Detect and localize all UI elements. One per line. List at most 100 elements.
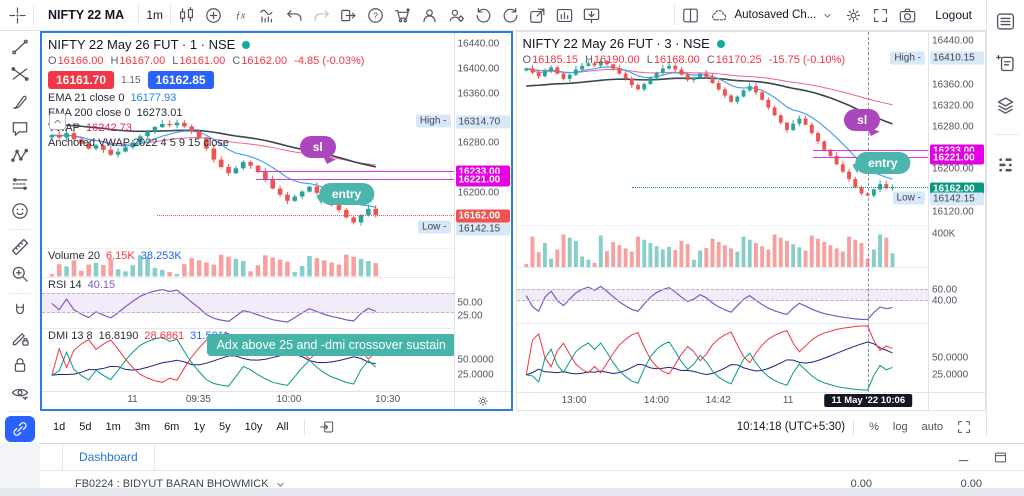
- price-axis-label: 16221.00: [455, 173, 510, 187]
- rotate-ccw-icon: [476, 7, 491, 23]
- last-price-line: [631, 187, 928, 189]
- fullscreen-button[interactable]: [867, 2, 894, 28]
- range-5y-button[interactable]: 5y: [212, 417, 238, 437]
- range-1m-button[interactable]: 1m: [99, 417, 128, 437]
- minimize-panel-button[interactable]: [950, 448, 977, 467]
- sidebar-menu-list-button[interactable]: [991, 6, 1021, 36]
- add-circle-icon: [206, 7, 221, 23]
- drawing-tool-fib-tool-button[interactable]: [5, 61, 35, 87]
- sidebar-layers-button[interactable]: [991, 90, 1021, 120]
- interval-button[interactable]: 1m: [141, 2, 168, 28]
- drawing-tool-lock-button[interactable]: [5, 352, 35, 378]
- percent-scale-button[interactable]: %: [862, 417, 886, 437]
- time-ticks[interactable]: 11 09:35 10:00 10:30: [42, 392, 454, 409]
- toolbar-add-circle-button[interactable]: [200, 2, 227, 28]
- toolbar-template-button[interactable]: [254, 2, 281, 28]
- toolbar-help-button[interactable]: ?: [362, 2, 389, 28]
- drawing-tool-zoom-in-button[interactable]: [5, 261, 35, 287]
- divider: [674, 5, 676, 25]
- toolbar-cart-button[interactable]: [389, 2, 416, 28]
- range-3m-button[interactable]: 3m: [128, 417, 157, 437]
- auto-scale-button[interactable]: auto: [915, 417, 950, 437]
- range-10y-button[interactable]: 10y: [238, 417, 270, 437]
- snapshot-camera-button[interactable]: [894, 2, 921, 28]
- toolbar-fx-button[interactable]: ƒx: [227, 2, 254, 28]
- crosshair-tool-button[interactable]: [4, 2, 31, 28]
- lock-icon: [14, 358, 26, 373]
- ohlc-number: 16168.00: [653, 54, 700, 66]
- toolbar-redo-button[interactable]: [308, 2, 335, 28]
- toolbar-undo-button[interactable]: [281, 2, 308, 28]
- crosshair-time-tooltip: 11 May '22 10:06: [824, 394, 913, 407]
- scroll-left-button[interactable]: [49, 112, 66, 130]
- toolbar-user-button[interactable]: [416, 2, 443, 28]
- toolbar-rotate-cw-button[interactable]: [497, 2, 524, 28]
- symbol-search-button[interactable]: NIFTY 22 MA: [36, 8, 136, 22]
- time-ticks[interactable]: 13:00 14:00 14:42 11 11 May '22 10:06: [517, 393, 929, 410]
- undo-icon: [287, 9, 302, 21]
- drawing-tool-position-tool-button[interactable]: [5, 170, 35, 196]
- indicator-label: EMA 200 close 0: [48, 107, 131, 119]
- drawing-tool-link-button[interactable]: [5, 415, 35, 443]
- toolbar-candles-button[interactable]: [173, 2, 200, 28]
- maximize-chart-button[interactable]: [950, 417, 978, 437]
- indicator-legend[interactable]: EMA 200 close 0 16273.01: [48, 107, 364, 119]
- toolbar-stats-panel-button[interactable]: [551, 2, 578, 28]
- strategy-note[interactable]: Adx above 25 and -dmi crossover sustain: [206, 334, 454, 357]
- range-5d-button[interactable]: 5d: [72, 417, 98, 437]
- sidebar-data-grid-button[interactable]: [991, 149, 1021, 179]
- rsi-legend[interactable]: RSI 14 40.15: [48, 279, 115, 291]
- toolbar-rotate-ccw-button[interactable]: [470, 2, 497, 28]
- toolbar-external-link-button[interactable]: [524, 2, 551, 28]
- log-scale-button[interactable]: log: [886, 417, 915, 437]
- range-1d-button[interactable]: 1d: [46, 417, 72, 437]
- drawing-tool-brush-button[interactable]: [5, 89, 35, 115]
- indicator-legend[interactable]: EMA 21 close 0 16177.93: [48, 92, 364, 104]
- tab-dashboard[interactable]: Dashboard: [62, 444, 155, 470]
- drawing-tool-ruler-button[interactable]: [5, 234, 35, 260]
- range-All-button[interactable]: All: [269, 417, 295, 437]
- range-6m-button[interactable]: 6m: [157, 417, 186, 437]
- drawing-tool-trend-line-button[interactable]: [5, 34, 35, 60]
- sidebar-note-add-button[interactable]: [991, 48, 1021, 78]
- template-icon: [260, 9, 273, 22]
- price-axis: 16440.00 16410.15 16360.00 16320.00 16280.00…: [928, 32, 985, 392]
- chart-settings-button[interactable]: [840, 2, 867, 28]
- drawing-tool-magnet-button[interactable]: [5, 298, 35, 324]
- range-1y-button[interactable]: 1y: [186, 417, 212, 437]
- autosave-menu[interactable]: Autosaved Ch...: [704, 6, 840, 25]
- target-price-line: [812, 150, 928, 152]
- drawing-tool-xabcd-button[interactable]: [5, 143, 35, 169]
- goto-date-button[interactable]: [313, 417, 341, 437]
- chart-title[interactable]: NIFTY 22 May 26 FUT · 1 · NSE: [48, 37, 364, 52]
- price-axis-label: 16142.15: [930, 192, 984, 206]
- layout-select-button[interactable]: [677, 2, 704, 28]
- volume-legend[interactable]: Volume 20 6.15K 38.253K: [48, 250, 182, 262]
- chart-title[interactable]: NIFTY 22 May 26 FUT · 3 · NSE: [523, 36, 846, 51]
- entry-marker[interactable]: entry: [318, 183, 375, 206]
- minimize-icon: [958, 459, 969, 461]
- indicator-legend[interactable]: Anchored VWAP 2022 4 5 9 15 close: [48, 137, 364, 149]
- drawing-tool-comment-button[interactable]: [5, 116, 35, 142]
- sl-marker[interactable]: sl: [844, 108, 881, 131]
- clock-label[interactable]: 10:14:18 (UTC+5:30): [736, 421, 846, 433]
- entry-marker[interactable]: entry: [855, 152, 911, 175]
- restore-panel-button[interactable]: [987, 448, 1014, 467]
- time-axis-settings[interactable]: [453, 392, 511, 409]
- toolbar-screen-share-button[interactable]: [578, 2, 605, 28]
- sl-marker[interactable]: sl: [299, 136, 336, 159]
- toolbar-export-button[interactable]: [335, 2, 362, 28]
- spread-value: 1.15: [121, 74, 141, 86]
- drawing-tool-draw-lock-button[interactable]: [5, 325, 35, 351]
- time-tick-label: 14:00: [643, 395, 669, 406]
- dashboard-header: Dashboard: [40, 444, 1024, 471]
- drawing-tool-emoji-button[interactable]: [5, 198, 35, 224]
- account-selector[interactable]: FB0224 : BIDYUT BARAN BHOWMICK: [75, 478, 287, 491]
- logout-button[interactable]: Logout: [921, 8, 986, 22]
- indicator-legend[interactable]: VWAP16242.73: [48, 122, 364, 134]
- toolbar-user-gear-button[interactable]: [443, 2, 470, 28]
- ohlc-number: 16166.00: [57, 55, 104, 67]
- drawing-tool-eye-hide-button[interactable]: [5, 380, 35, 406]
- goto-date-icon: [319, 421, 333, 433]
